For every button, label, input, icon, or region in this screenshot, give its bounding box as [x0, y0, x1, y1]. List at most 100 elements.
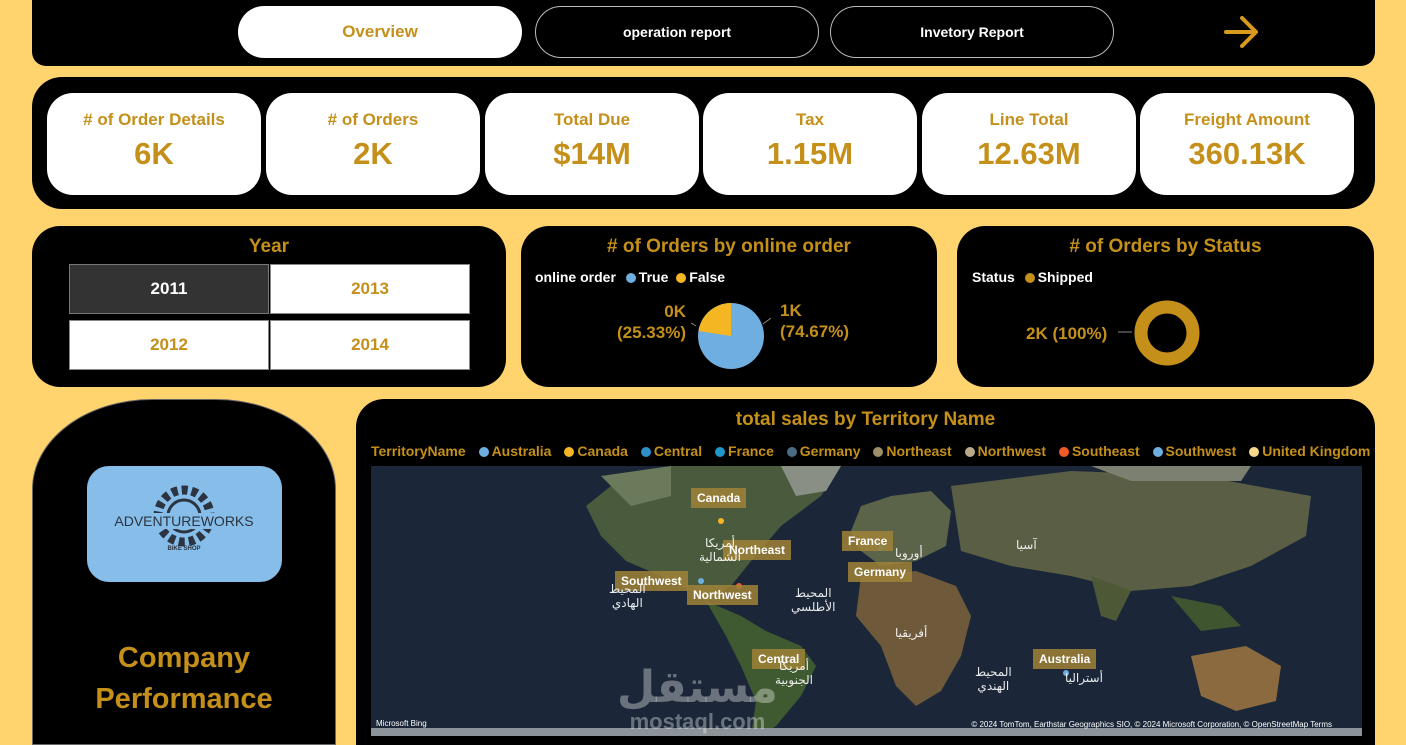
pie-label-value: 1K [780, 301, 802, 320]
legend-item[interactable]: Southeast [1071, 443, 1140, 459]
year-option-2011[interactable]: 2011 [69, 264, 269, 314]
map-label-germany[interactable]: Germany [848, 562, 913, 582]
map-background [371, 466, 1362, 736]
status-chart: # of Orders by Status Status Shipped 2K … [957, 226, 1374, 387]
kpi-label: # of Orders [327, 110, 419, 129]
map-label-northwest[interactable]: Northwest [687, 585, 758, 605]
kpi-label: Freight Amount [1184, 110, 1310, 129]
kpi-order-details: # of Order Details 6K [47, 93, 261, 195]
map-label-france[interactable]: France [842, 531, 894, 551]
donut-slice-shipped[interactable] [1134, 300, 1200, 366]
map-place-south-america: أمريكا الجنوبية [775, 659, 813, 687]
legend-dot-icon [564, 447, 575, 457]
watermark: مستقل mostaql.com [617, 663, 778, 734]
legend-item-false[interactable]: False [689, 269, 726, 285]
legend-item[interactable]: Northeast [886, 443, 952, 459]
kpi-orders: # of Orders 2K [266, 93, 480, 195]
kpi-value: $14M [553, 136, 631, 171]
legend-dot-icon [873, 447, 884, 457]
pie-label-true: 1K (74.67%) [780, 300, 849, 342]
kpi-tax: Tax 1.15M [703, 93, 917, 195]
chart-title: # of Orders by online order [607, 236, 851, 257]
pie-slice-false[interactable] [698, 303, 732, 336]
world-map[interactable]: Canada Northeast Southwest Northwest Fra… [371, 466, 1362, 736]
legend-item[interactable]: Germany [799, 443, 861, 459]
legend-item-shipped[interactable]: Shipped [1037, 269, 1093, 285]
legend-dot-icon [625, 273, 636, 283]
kpi-value: 12.63M [977, 136, 1081, 171]
year-option-2013[interactable]: 2013 [270, 264, 470, 314]
legend-dot-icon [640, 447, 651, 457]
map-label-northeast[interactable]: Northeast [723, 540, 792, 560]
tab-operation-report[interactable]: operation report [535, 6, 819, 58]
map-legend: TerritoryName Australia Canada Central F… [371, 443, 1370, 459]
year-option-2014[interactable]: 2014 [270, 320, 470, 370]
donut-chart [1134, 300, 1200, 366]
map-place-europe: أوروبا [895, 546, 923, 560]
kpi-label: # of Order Details [83, 110, 225, 129]
arrow-right-icon[interactable] [1222, 14, 1262, 50]
pie-label-false: 0K (25.33%) [606, 301, 686, 343]
year-slicer: Year 2011 2013 2012 2014 [32, 226, 506, 387]
legend-item[interactable]: Central [653, 443, 703, 459]
kpi-label: Line Total [989, 110, 1069, 129]
kpi-total-due: Total Due $14M [485, 93, 699, 195]
tab-inventory-report[interactable]: Invetory Report [830, 6, 1114, 58]
kpi-value: 2K [353, 136, 393, 171]
map-place-indian-ocean: المحيط الهندي [975, 665, 1012, 693]
leader-line [762, 317, 771, 325]
map-label-australia[interactable]: Australia [1033, 649, 1097, 669]
company-title: Company Performance [33, 638, 335, 720]
map-place-atlantic: المحيط الأطلسي [791, 586, 836, 614]
legend-title: Status [972, 269, 1015, 285]
kpi-label: Tax [795, 110, 825, 129]
leader-line [1118, 331, 1132, 333]
legend-dot-icon [964, 447, 975, 457]
year-option-2012[interactable]: 2012 [69, 320, 269, 370]
legend-dot-icon [714, 447, 725, 457]
legend-item-true[interactable]: True [638, 269, 669, 285]
legend-dot-icon [1058, 447, 1069, 457]
kpi-label: Total Due [553, 110, 631, 129]
legend-dot-icon [786, 447, 797, 457]
bing-logo: Microsoft Bing [376, 719, 427, 728]
legend-item[interactable]: Northwest [977, 443, 1047, 459]
kpi-strip: # of Order Details 6K # of Orders 2K Tot… [32, 77, 1375, 209]
map-credit[interactable]: © 2024 TomTom, Earthstar Geographics SIO… [971, 720, 1332, 729]
donut-label: 2K (100%) [1026, 324, 1108, 343]
leader-line [691, 322, 697, 327]
legend-item[interactable]: Southwest [1165, 443, 1237, 459]
map-place-asia: آسيا [1016, 538, 1037, 552]
legend-item[interactable]: Canada [577, 443, 628, 459]
company-panel: ADVENTUREWORKS BIKE SHOP Company Perform… [32, 399, 336, 745]
chart-title: # of Orders by Status [1069, 236, 1262, 257]
tab-overview[interactable]: Overview [238, 6, 522, 58]
legend-dot-icon [1024, 273, 1035, 283]
online-order-chart: # of Orders by online order online order… [521, 226, 937, 387]
legend-title: TerritoryName [371, 443, 466, 459]
legend-item[interactable]: United Kingdom [1262, 443, 1371, 459]
map-place-africa: أفريقيا [895, 626, 928, 640]
legend-dot-icon [1152, 447, 1163, 457]
kpi-line-total: Line Total 12.63M [922, 93, 1136, 195]
kpi-freight-amount: Freight Amount 360.13K [1140, 93, 1354, 195]
map-place-north-america: أمريكا الشمالية [699, 536, 741, 564]
map-title: total sales by Territory Name [735, 409, 996, 430]
kpi-value: 6K [134, 136, 174, 171]
legend-dot-icon [676, 273, 687, 283]
nav-bar: Overview operation report Invetory Repor… [32, 0, 1375, 66]
year-slicer-title: Year [248, 236, 290, 257]
map-label-canada[interactable]: Canada [691, 488, 747, 508]
pie-label-pct: (25.33%) [617, 323, 686, 342]
company-title-line: Company [117, 642, 251, 674]
legend-item[interactable]: Australia [491, 443, 552, 459]
chart-legend: Status Shipped [972, 269, 1093, 285]
kpi-value: 1.15M [766, 136, 854, 171]
map-label-southwest[interactable]: Southwest [615, 571, 688, 591]
map-label-central[interactable]: Central [752, 649, 806, 669]
pie-label-value: 0K [664, 302, 686, 321]
pie-chart [691, 303, 771, 369]
legend-dot-icon [1249, 447, 1260, 457]
legend-item[interactable]: France [727, 443, 774, 459]
map-place-pacific: المحيط الهادي [609, 582, 646, 610]
